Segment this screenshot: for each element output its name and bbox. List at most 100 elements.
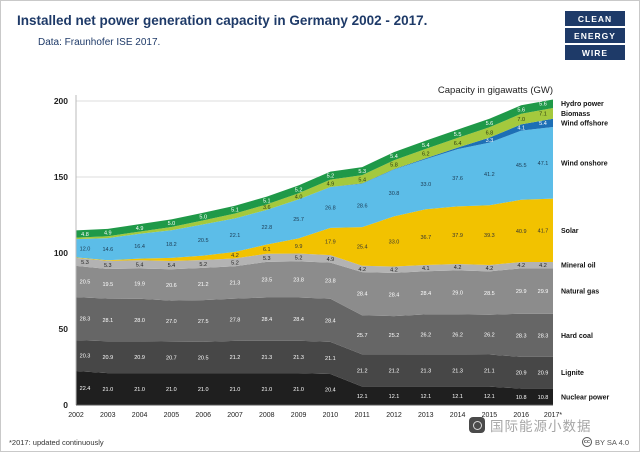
svg-text:6.8: 6.8	[486, 130, 494, 136]
svg-text:40.9: 40.9	[516, 229, 527, 235]
svg-text:6.1: 6.1	[263, 247, 271, 253]
svg-text:10.8: 10.8	[516, 395, 527, 401]
svg-text:22.1: 22.1	[230, 233, 241, 239]
svg-text:22.8: 22.8	[261, 225, 272, 231]
svg-text:21.2: 21.2	[198, 282, 209, 288]
svg-text:28.3: 28.3	[516, 333, 527, 339]
svg-text:4.2: 4.2	[486, 266, 494, 272]
svg-text:28.4: 28.4	[325, 318, 336, 324]
svg-text:20.6: 20.6	[166, 283, 177, 289]
svg-text:29.9: 29.9	[538, 289, 549, 295]
license-text: BY SA 4.0	[594, 437, 629, 447]
cc-license-icon: cc	[581, 437, 592, 447]
svg-text:33.0: 33.0	[389, 239, 400, 245]
svg-text:4.8: 4.8	[81, 232, 89, 238]
svg-text:3.3: 3.3	[486, 138, 494, 144]
svg-text:4.0: 4.0	[295, 194, 303, 200]
svg-text:4.2: 4.2	[454, 265, 462, 271]
svg-text:39.3: 39.3	[484, 233, 495, 239]
svg-text:2014: 2014	[450, 412, 466, 419]
svg-text:2011: 2011	[355, 412, 370, 419]
svg-text:47.1: 47.1	[538, 161, 549, 167]
svg-text:4.2: 4.2	[358, 267, 366, 273]
svg-text:21.2: 21.2	[357, 368, 368, 374]
svg-text:26.2: 26.2	[452, 332, 463, 338]
svg-text:20.7: 20.7	[166, 355, 177, 361]
svg-text:20.9: 20.9	[538, 371, 549, 377]
svg-text:5.6: 5.6	[517, 108, 525, 114]
svg-text:29.9: 29.9	[516, 289, 527, 295]
svg-text:5.0: 5.0	[168, 221, 176, 227]
svg-text:4.2: 4.2	[231, 253, 239, 259]
svg-text:2007: 2007	[227, 412, 243, 419]
svg-text:41.2: 41.2	[484, 172, 495, 178]
svg-text:2004: 2004	[132, 412, 148, 419]
svg-text:4.1: 4.1	[422, 266, 430, 272]
svg-text:2010: 2010	[323, 412, 339, 419]
page-title: Installed net power generation capacity …	[17, 13, 428, 28]
svg-text:5.1: 5.1	[263, 198, 271, 204]
svg-text:Mineral oil: Mineral oil	[561, 263, 596, 270]
svg-text:23.8: 23.8	[325, 279, 336, 285]
svg-text:12.1: 12.1	[420, 394, 431, 400]
svg-text:25.2: 25.2	[389, 333, 400, 339]
svg-text:28.1: 28.1	[102, 318, 113, 324]
svg-text:5.4: 5.4	[168, 263, 176, 269]
svg-text:10.8: 10.8	[538, 395, 549, 401]
svg-text:30.8: 30.8	[389, 191, 400, 197]
svg-text:28.4: 28.4	[357, 292, 368, 298]
svg-text:5.6: 5.6	[539, 102, 547, 108]
svg-text:21.0: 21.0	[198, 387, 209, 393]
svg-text:20.5: 20.5	[198, 356, 209, 362]
svg-text:21.0: 21.0	[166, 387, 177, 393]
svg-text:21.2: 21.2	[230, 355, 241, 361]
svg-text:21.3: 21.3	[452, 368, 463, 374]
svg-text:5.8: 5.8	[390, 163, 398, 169]
svg-text:6.4: 6.4	[454, 141, 462, 147]
svg-text:12.1: 12.1	[484, 394, 495, 400]
svg-text:12.0: 12.0	[80, 246, 91, 252]
svg-text:2002: 2002	[68, 412, 84, 419]
svg-text:5.6: 5.6	[486, 121, 494, 127]
svg-text:16.4: 16.4	[134, 244, 145, 250]
svg-text:20.9: 20.9	[134, 355, 145, 361]
svg-text:28.6: 28.6	[357, 203, 368, 209]
svg-text:2012: 2012	[386, 412, 402, 419]
svg-text:26.2: 26.2	[420, 332, 431, 338]
svg-text:Solar: Solar	[561, 228, 579, 235]
svg-text:28.4: 28.4	[293, 317, 304, 323]
watermark-text: 国际能源小数据	[490, 419, 592, 434]
svg-text:4.9: 4.9	[136, 226, 144, 232]
svg-text:5.3: 5.3	[358, 169, 366, 175]
svg-text:5.3: 5.3	[263, 256, 271, 262]
svg-text:5.1: 5.1	[231, 208, 239, 214]
svg-text:9.9: 9.9	[295, 244, 303, 250]
svg-text:21.0: 21.0	[102, 387, 113, 393]
svg-text:2009: 2009	[291, 412, 307, 419]
svg-text:4.2: 4.2	[539, 263, 547, 269]
svg-text:150: 150	[54, 172, 68, 182]
svg-text:5.5: 5.5	[454, 132, 462, 138]
svg-text:200: 200	[54, 96, 68, 106]
svg-text:20.3: 20.3	[80, 354, 91, 360]
svg-text:37.6: 37.6	[452, 176, 463, 182]
svg-text:Nuclear power: Nuclear power	[561, 394, 610, 401]
svg-text:20.5: 20.5	[198, 238, 209, 244]
logo-line-clean: CLEAN	[565, 11, 625, 26]
svg-text:5.4: 5.4	[539, 121, 547, 127]
svg-text:5.3: 5.3	[81, 260, 89, 266]
svg-text:19.9: 19.9	[134, 282, 145, 288]
svg-text:21.2: 21.2	[389, 368, 400, 374]
watermark-logo-icon	[469, 417, 485, 433]
svg-text:28.3: 28.3	[80, 317, 91, 323]
svg-text:2017*: 2017*	[544, 412, 563, 419]
svg-text:14.6: 14.6	[102, 247, 113, 253]
svg-text:5.3: 5.3	[104, 263, 112, 269]
svg-text:37.9: 37.9	[452, 233, 463, 239]
svg-text:5.4: 5.4	[136, 262, 144, 268]
svg-text:18.2: 18.2	[166, 242, 177, 248]
svg-text:20.4: 20.4	[325, 387, 336, 393]
svg-text:Wind onshore: Wind onshore	[561, 160, 608, 167]
svg-text:50: 50	[59, 324, 69, 334]
